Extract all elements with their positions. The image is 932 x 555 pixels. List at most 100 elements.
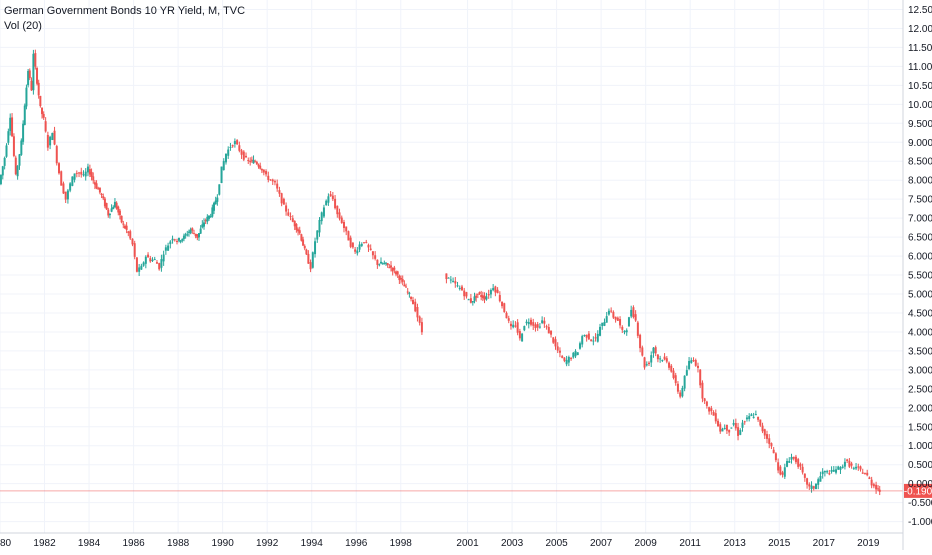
candle-body	[98, 187, 101, 193]
candle-body	[471, 301, 474, 303]
candle-body	[140, 265, 143, 270]
candle-body	[476, 293, 479, 295]
candle-body	[158, 263, 161, 270]
candle-body	[473, 296, 476, 301]
candle-body	[741, 422, 744, 428]
y-tick-label: 2.500	[908, 384, 932, 395]
candle-body	[521, 333, 524, 342]
candle-body	[514, 325, 517, 327]
candle-body	[630, 309, 633, 317]
y-tick-label: 5.500	[908, 271, 932, 282]
chart-legend: German Government Bonds 10 YR Yield, M, …	[4, 4, 245, 34]
candle-body	[238, 145, 241, 151]
candle-body	[11, 117, 14, 137]
candle-body	[257, 164, 260, 167]
candle-body	[115, 202, 118, 209]
candle-body	[420, 322, 423, 333]
candle-body	[779, 466, 782, 475]
candle-body	[36, 68, 39, 84]
candle-body	[665, 358, 668, 362]
candle-body	[772, 449, 775, 454]
candle-body	[383, 262, 386, 264]
candle-body	[681, 388, 684, 397]
candle-body	[118, 210, 121, 216]
candle-body	[112, 207, 115, 210]
candle-body	[761, 425, 764, 432]
candle-body	[583, 335, 586, 337]
candle-body	[712, 411, 715, 416]
candle-body	[567, 356, 570, 363]
candle-body	[390, 265, 393, 268]
candle-body	[732, 423, 735, 425]
y-tick-label: 8.500	[908, 157, 932, 168]
candle-body	[186, 234, 189, 236]
candle-body	[832, 469, 835, 472]
candle-body	[75, 172, 78, 174]
candle-body	[475, 295, 478, 298]
candle-body	[777, 462, 780, 471]
candle-body	[16, 165, 19, 177]
x-tick-label: 1990	[212, 538, 235, 549]
candle-body	[123, 225, 126, 229]
candle-body	[467, 299, 470, 301]
candle-body	[49, 136, 52, 146]
candle-body	[723, 427, 726, 429]
candle-body	[113, 201, 116, 208]
candle-body	[173, 239, 176, 241]
candle-body	[338, 212, 341, 219]
candle-body	[694, 360, 697, 366]
candle-body	[41, 107, 44, 115]
candle-body	[410, 296, 413, 300]
candle-body	[663, 356, 666, 360]
candle-body	[581, 336, 584, 345]
candle-body	[545, 326, 548, 328]
candle-body	[216, 197, 219, 202]
candle-body	[9, 117, 12, 132]
candle-body	[95, 183, 98, 189]
candle-body	[250, 159, 253, 161]
candle-body	[84, 171, 87, 177]
candle-body	[376, 259, 379, 265]
candle-body	[837, 466, 840, 470]
candle-body	[685, 370, 688, 376]
candle-body	[273, 181, 276, 183]
candle-body	[371, 251, 374, 256]
x-tick-label: 2015	[768, 538, 791, 549]
candle-body	[213, 202, 216, 211]
candle-body	[781, 472, 784, 475]
candle-body	[142, 262, 145, 266]
candle-body	[866, 472, 869, 476]
candle-body	[830, 470, 833, 472]
candle-body	[788, 460, 791, 463]
candle-body	[395, 271, 398, 275]
candle-body	[102, 196, 105, 199]
candle-body	[336, 205, 339, 215]
candle-body	[652, 347, 655, 354]
candle-body	[58, 163, 60, 174]
candle-body	[396, 271, 399, 275]
candle-body	[739, 430, 742, 435]
candle-body	[187, 231, 190, 233]
candle-body	[590, 339, 593, 341]
candle-body	[367, 244, 370, 248]
candle-body	[828, 473, 831, 475]
candle-body	[34, 53, 37, 67]
candle-body	[331, 195, 334, 200]
candle-body	[843, 461, 846, 467]
candle-body	[358, 244, 361, 250]
candle-body	[806, 478, 809, 485]
candle-body	[322, 207, 325, 217]
candle-body	[267, 175, 270, 180]
candle-body	[750, 414, 753, 417]
candle-body	[481, 295, 484, 299]
candle-body	[850, 463, 853, 466]
candle-body	[90, 171, 93, 177]
candle-body	[374, 255, 377, 259]
candle-body	[654, 347, 657, 354]
candle-body	[518, 331, 521, 339]
candle-body	[561, 356, 564, 358]
y-tick-label: 6.500	[908, 233, 932, 244]
candle-body	[848, 460, 851, 467]
